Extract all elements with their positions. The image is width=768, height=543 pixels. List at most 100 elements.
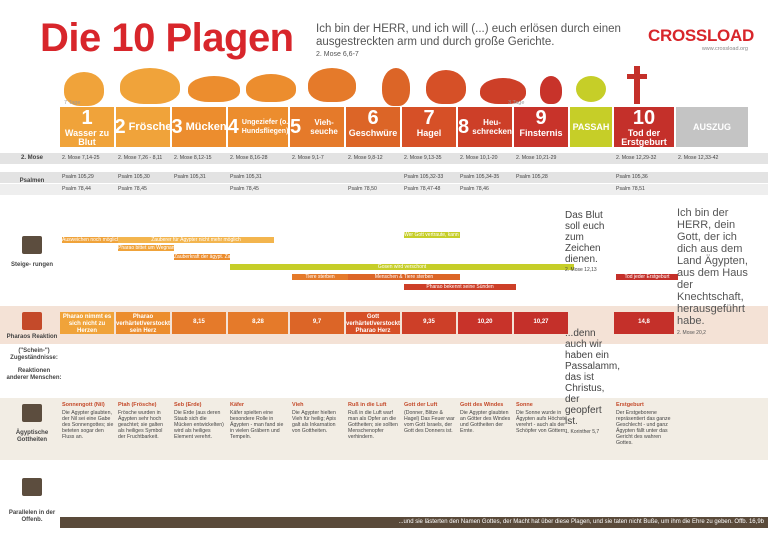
steigerungen-label: Steige- rungen	[10, 262, 53, 268]
mosquito-icon	[188, 76, 240, 102]
reaktionen-label: Reaktionen anderer Menschen:	[6, 368, 62, 381]
god-name: Erstgeburt	[616, 402, 644, 408]
auszug-header[interactable]: AUSZUG	[676, 107, 748, 147]
plague-7-header[interactable]: 7 Hagel	[402, 107, 456, 147]
god-text: Der Erstgeborene repräsentiert das ganze…	[616, 410, 671, 446]
bar-menschen: Menschen & Tiere sterben	[348, 274, 460, 280]
psalm-ref: Psalm 78,45	[230, 186, 259, 192]
bar-vertraute: Wer Gott vertraute, kann Vieh schützen	[404, 232, 460, 238]
psalm-ref: Psalm 78,45	[118, 186, 147, 192]
seven-days-marker: 7 Tage	[64, 100, 81, 106]
plague-num: 10	[632, 107, 656, 129]
mose-ref: 2. Mose 8,16-28	[230, 155, 268, 161]
psalm-ref: Psalm 105,34-35	[460, 174, 500, 180]
plague-name: Geschwüre	[348, 128, 398, 138]
pharao-label: Pharaos Reaktion	[6, 334, 58, 340]
psalm-ref: Psalm 105,31	[230, 174, 262, 180]
plague-5-header[interactable]: 5 Vieh- seuche	[290, 107, 344, 147]
figure-icon	[382, 68, 410, 106]
three-days-marker: 3 Tage	[508, 100, 525, 106]
pharao-cell: Gott verhärtet/verstockt Pharao Herz	[346, 312, 400, 334]
anubis-icon	[22, 404, 42, 422]
cow-icon	[308, 68, 356, 102]
frog-icon	[120, 68, 180, 104]
plague-name: Ungeziefer (o. Hundsfliegen)	[241, 119, 288, 135]
mose-label: 2. Mose	[20, 155, 43, 161]
cross-icon	[634, 66, 640, 104]
psalm-ref: Psalm 78,51	[616, 186, 645, 192]
mose-ref: 2. Mose 7,26 - 8,11	[118, 155, 163, 161]
mose-ref: 2. Mose 12,29-32	[616, 155, 657, 161]
pharao-cell: 10,20	[458, 312, 512, 334]
mose-ref: 2. Mose 8,12-15	[174, 155, 212, 161]
plague-3-header[interactable]: 3 Mücken	[172, 107, 226, 147]
bar-pharao-bittet: Pharao bittet um Wegname	[118, 245, 174, 251]
pharao-cell: Pharao verhärtet/verstockt sein Herz	[116, 312, 170, 334]
god-text: Frösche wurden in Ägypten sehr hoch geac…	[118, 410, 163, 440]
psalm-label: Psalmen	[19, 178, 45, 184]
passah-ref: 2. Mose 12,13	[565, 267, 597, 273]
plague-1-header[interactable]: 1 Wasser zu Blut	[60, 107, 114, 147]
quote-ref: 2. Mose 6,6-7	[316, 51, 359, 58]
bar-suenden: Pharao bekennt seine Sünden	[404, 284, 516, 290]
god-name: Gott des Windes	[460, 402, 504, 408]
auszug-ref: 2. Mose 20,2	[677, 330, 706, 336]
passah-ref-2: 1. Korinther 5,7	[565, 429, 600, 435]
darkness-icon	[540, 76, 562, 104]
god-text: Die Sonne wurde in Ägypten aufs Höchste …	[516, 410, 567, 434]
chart-up-icon	[22, 236, 42, 254]
god-name: Sonnengott (Nil)	[62, 402, 105, 408]
logo[interactable]: CROSSLOAD www.crossload.org	[648, 26, 754, 52]
psalm-ref: Psalm 78,50	[348, 186, 377, 192]
parallelen-label: Parallelen in der Offenb.	[8, 510, 56, 523]
pharao-cell: Pharao nimmt es sich nicht zu Herzen	[60, 312, 114, 334]
plague-name: Vieh- seuche	[310, 118, 338, 136]
mose-ref: 2. Mose 9,8-12	[348, 155, 383, 161]
book-icon	[22, 478, 42, 496]
god-name: Seb (Erde)	[174, 402, 202, 408]
god-text: Die Ägypter glaubten an Götter des Winde…	[460, 410, 511, 434]
god-text: Ruß in die Luft warf man als Opfer an di…	[348, 410, 398, 440]
locust-icon	[480, 78, 526, 104]
psalm-ref: Psalm 105,29	[62, 174, 94, 180]
plague-9-header[interactable]: 9 Finsternis	[514, 107, 568, 147]
pharao-row: Pharao nimmt es sich nicht zu Herzen Pha…	[60, 312, 674, 334]
quote-text: Ich bin der HERR, und ich will (...) euc…	[316, 23, 621, 48]
god-name: Gott der Luft	[404, 402, 438, 408]
plague-num: 9	[535, 107, 547, 129]
plague-name: Hagel	[416, 128, 442, 138]
bar-zauberkraft: Zauberkraft der ägypt. Zauberer versagt	[174, 254, 230, 260]
god-name: Sonne	[516, 402, 533, 408]
plague-num: 3	[172, 116, 183, 138]
footer-verse: ...und sie lästerten den Namen Gottes, d…	[60, 517, 768, 528]
god-name: Vieh	[292, 402, 304, 408]
plague-8-header[interactable]: 8 Heu- schrecken	[458, 107, 512, 147]
god-text: Die Erde (aus deren Staub sich die Mücke…	[174, 410, 224, 440]
bar-zauberer: Zauberer für Ägypter nicht mehr möglich	[118, 237, 274, 243]
plague-num: 8	[458, 116, 470, 138]
psalm-ref: Psalm 78,44	[62, 186, 91, 192]
psalm-band	[0, 184, 768, 195]
plague-2-header[interactable]: 2 Frösche	[116, 107, 170, 147]
lamb-icon	[576, 76, 606, 102]
passah-text: Das Blut soll euch zum Zeichen dienen. 2…	[565, 210, 615, 276]
plague-10-header[interactable]: 10 Tod der Erstgeburt	[614, 107, 674, 147]
water-drop-icon	[64, 72, 104, 106]
mose-ref: 2. Mose 7,14-25	[62, 155, 100, 161]
intro-quote: Ich bin der HERR, und ich will (...) euc…	[316, 23, 626, 59]
passah-header[interactable]: PASSAH	[570, 107, 612, 147]
animal-silhouettes	[60, 62, 562, 110]
plague-6-header[interactable]: 6 Geschwüre	[346, 107, 400, 147]
plague-num: 5	[290, 116, 302, 138]
god-name: Käfer	[230, 402, 245, 408]
plague-name: Heu- schrecken	[472, 118, 512, 136]
plague-4-header[interactable]: 4 Ungeziefer (o. Hundsfliegen)	[228, 107, 288, 147]
bar-ausweichen: Ausweichen noch möglich	[62, 237, 118, 243]
passah-quote-2: ...denn auch wir haben ein Passalamm, da…	[565, 328, 621, 427]
schein-label: ("Schein-") Zugeständnisse:	[10, 348, 58, 361]
pharao-cell: 9,7	[290, 312, 344, 334]
plague-num: 2	[116, 116, 126, 138]
goetter-band	[0, 398, 768, 460]
plague-name: Wasser zu Blut	[64, 128, 110, 147]
logo-url: www.crossload.org	[701, 46, 748, 52]
